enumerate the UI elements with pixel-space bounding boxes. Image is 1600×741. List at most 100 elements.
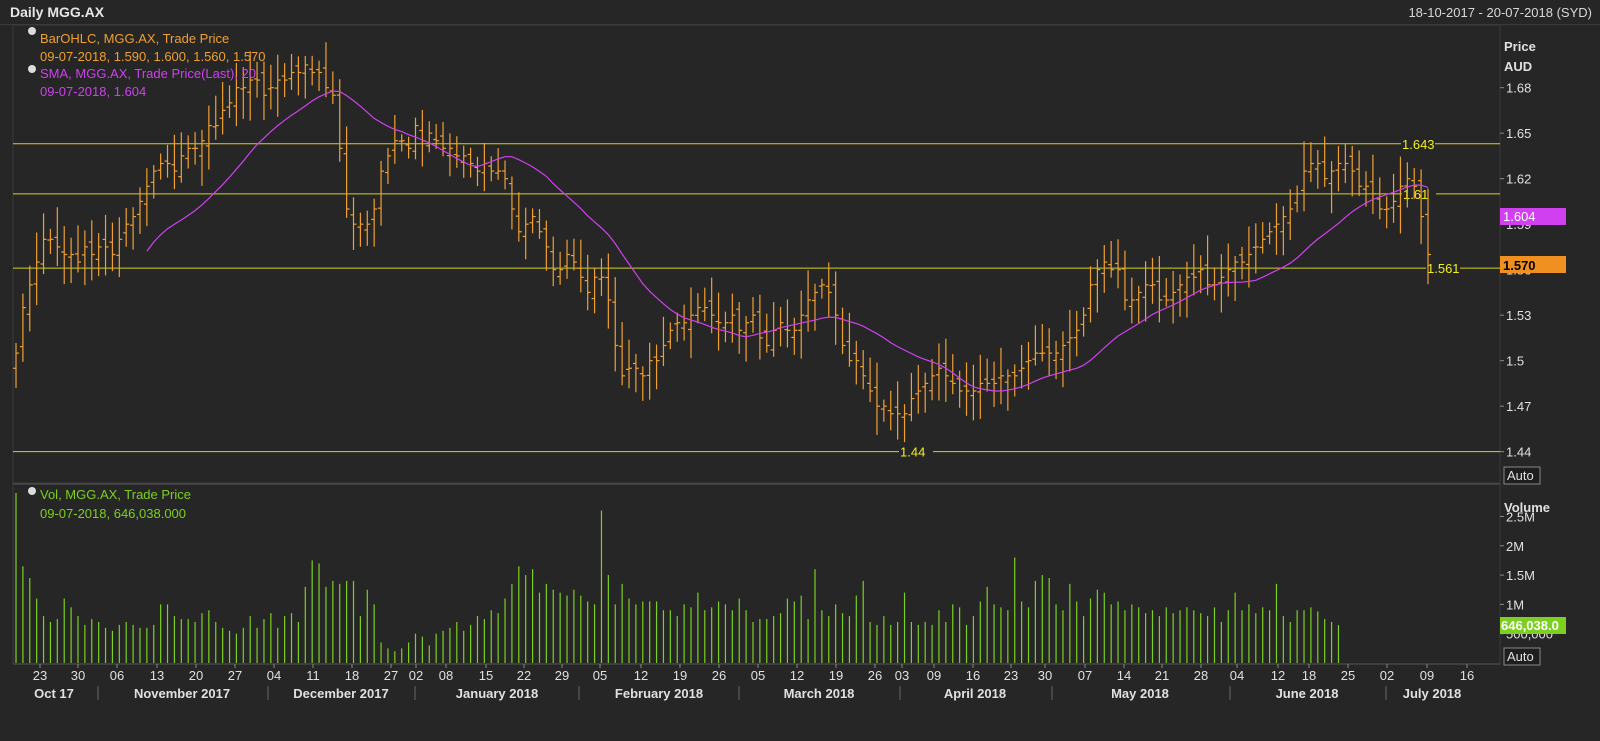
level-label: 1.61 xyxy=(1403,187,1428,202)
volume-tag-text: 646,038.0 xyxy=(1501,618,1559,633)
sma-tag-text: 1.604 xyxy=(1503,209,1536,224)
day-label: 27 xyxy=(228,668,242,683)
sma-price-tag: 1.604 xyxy=(1500,208,1566,225)
day-label: 30 xyxy=(71,668,85,683)
price-tick-label: 1.53 xyxy=(1506,308,1531,323)
day-label: 18 xyxy=(345,668,359,683)
legend-collapse-icon[interactable] xyxy=(28,27,36,35)
legend-collapse-icon[interactable] xyxy=(28,487,36,495)
day-label: 19 xyxy=(673,668,687,683)
day-label: 15 xyxy=(479,668,493,683)
day-label: 12 xyxy=(1271,668,1285,683)
sma-legend-values: 09-07-2018, 1.604 xyxy=(40,84,146,99)
volume-tick-label: 2.5M xyxy=(1506,509,1535,524)
day-label: 08 xyxy=(439,668,453,683)
level-label: 1.561 xyxy=(1427,261,1460,276)
legend-collapse-icon[interactable] xyxy=(28,65,36,73)
day-label: 26 xyxy=(868,668,882,683)
day-label: 22 xyxy=(517,668,531,683)
day-label: 09 xyxy=(1420,668,1434,683)
day-label: 30 xyxy=(1038,668,1052,683)
month-label: April 2018 xyxy=(944,686,1006,701)
month-label: June 2018 xyxy=(1276,686,1339,701)
volume-axis-title: Volume xyxy=(1504,500,1550,515)
price-axis-title: Price xyxy=(1504,39,1536,54)
level-label: 1.643 xyxy=(1402,137,1435,152)
price-auto-button[interactable]: Auto xyxy=(1503,466,1541,485)
time-axis: 23 30 06 13 20 27 04 11 18 27 02 08 15 22 29 05 12 19 26 05… xyxy=(13,663,1500,701)
day-label: 23 xyxy=(33,668,47,683)
level-label: 1.44 xyxy=(900,445,925,460)
level-label-bg xyxy=(899,443,933,459)
month-label: January 2018 xyxy=(456,686,538,701)
price-axis-unit: AUD xyxy=(1504,59,1532,74)
support-resistance-lines: 1.643 1.61 1.561 1.44 xyxy=(13,135,1500,460)
level-label-bg xyxy=(1401,135,1435,151)
price-tick-label: 1.65 xyxy=(1506,126,1531,141)
price-panel xyxy=(12,24,1501,484)
price-legend: BarOHLC, MGG.AX, Trade Price 09-07-2018,… xyxy=(28,27,266,99)
month-label: Oct 17 xyxy=(34,686,74,701)
ohlc-legend-title: BarOHLC, MGG.AX, Trade Price xyxy=(40,31,229,46)
day-label: 09 xyxy=(927,668,941,683)
volume-legend-title: Vol, MGG.AX, Trade Price xyxy=(40,487,191,502)
window-title: Daily MGG.AX xyxy=(10,4,105,20)
sma-line xyxy=(146,90,1429,392)
day-label: 29 xyxy=(555,668,569,683)
day-label: 03 xyxy=(895,668,909,683)
volume-tick-label: 1M xyxy=(1506,597,1524,612)
day-label: 05 xyxy=(751,668,765,683)
day-label: 26 xyxy=(712,668,726,683)
volume-tick-label: 2M xyxy=(1506,539,1524,554)
day-label: 06 xyxy=(110,668,124,683)
day-label: 16 xyxy=(1460,668,1474,683)
day-label: 20 xyxy=(189,668,203,683)
day-label: 16 xyxy=(966,668,980,683)
ohlc-legend-values: 09-07-2018, 1.590, 1.600, 1.560, 1.570 xyxy=(40,49,266,64)
volume-legend: Vol, MGG.AX, Trade Price 09-07-2018, 646… xyxy=(28,487,191,521)
volume-panel xyxy=(12,483,1501,665)
month-label: May 2018 xyxy=(1111,686,1169,701)
day-label: 04 xyxy=(267,668,281,683)
volume-last-tag: 646,038.0 xyxy=(1500,617,1566,634)
price-auto-label[interactable]: Auto xyxy=(1507,468,1534,483)
day-label: 13 xyxy=(150,668,164,683)
day-label: 07 xyxy=(1078,668,1092,683)
volume-auto-button[interactable]: Auto xyxy=(1503,647,1541,666)
day-label: 05 xyxy=(593,668,607,683)
day-label: 02 xyxy=(1380,668,1394,683)
volume-tick-label: 1.5M xyxy=(1506,568,1535,583)
volume-auto-label[interactable]: Auto xyxy=(1507,649,1534,664)
day-label: 12 xyxy=(634,668,648,683)
month-label: December 2017 xyxy=(293,686,388,701)
day-label: 14 xyxy=(1117,668,1131,683)
day-label: 02 xyxy=(409,668,423,683)
price-tick-label: 1.62 xyxy=(1506,172,1531,187)
date-range: 18-10-2017 - 20-07-2018 (SYD) xyxy=(1408,5,1592,20)
price-tick-label: 1.5 xyxy=(1506,354,1524,369)
day-label: 21 xyxy=(1155,668,1169,683)
price-tick-label: 1.68 xyxy=(1506,81,1531,96)
day-label: 23 xyxy=(1004,668,1018,683)
price-tick-label: 1.44 xyxy=(1506,445,1531,460)
last-price-tag: 1.570 xyxy=(1500,256,1566,273)
last-price-text: 1.570 xyxy=(1503,258,1536,273)
month-label: November 2017 xyxy=(134,686,230,701)
day-label: 12 xyxy=(790,668,804,683)
month-label: March 2018 xyxy=(784,686,855,701)
level-label-bg xyxy=(1426,260,1460,276)
price-tick-label: 1.47 xyxy=(1506,399,1531,414)
ohlc-bars xyxy=(13,42,1431,443)
day-label: 27 xyxy=(384,668,398,683)
volume-legend-values: 09-07-2018, 646,038.000 xyxy=(40,506,186,521)
volume-bars xyxy=(15,493,1340,663)
day-label: 25 xyxy=(1341,668,1355,683)
day-label: 11 xyxy=(306,668,320,683)
day-label: 18 xyxy=(1302,668,1316,683)
day-label: 19 xyxy=(829,668,843,683)
day-label: 04 xyxy=(1230,668,1244,683)
month-label: February 2018 xyxy=(615,686,703,701)
month-label: July 2018 xyxy=(1403,686,1462,701)
